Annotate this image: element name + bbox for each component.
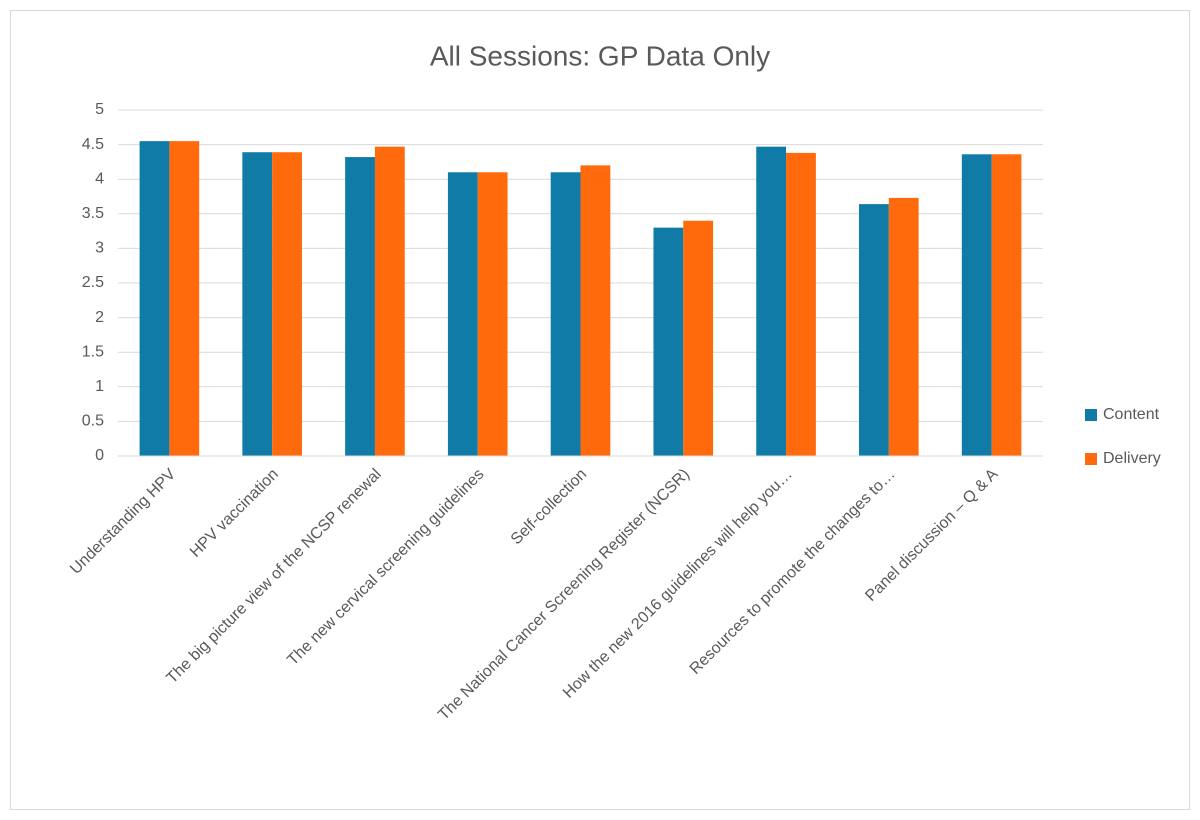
legend-label: Delivery: [1103, 450, 1161, 467]
bar: [447, 172, 478, 456]
chart-title: All Sessions: GP Data Only: [430, 40, 770, 71]
bar: [580, 165, 611, 457]
y-tick-label: 2.5: [82, 274, 104, 291]
y-tick-label: 3: [95, 240, 104, 257]
bar: [169, 141, 200, 456]
y-tick-label: 0.5: [82, 413, 104, 430]
y-tick-label: 2: [95, 309, 104, 326]
bar: [991, 154, 1022, 456]
y-tick-label: 3.5: [82, 205, 104, 222]
legend-label: Content: [1103, 406, 1160, 423]
legend-swatch: [1085, 453, 1097, 465]
bar: [242, 152, 273, 456]
bar: [756, 146, 787, 456]
bar: [653, 227, 684, 456]
bar: [139, 141, 170, 456]
y-tick-label: 4: [95, 170, 104, 187]
bar: [888, 197, 919, 456]
bar: [477, 172, 508, 456]
y-tick-label: 1.5: [82, 343, 104, 360]
bar: [374, 146, 405, 456]
bar: [345, 157, 375, 456]
y-tick-label: 4.5: [82, 136, 104, 153]
bar: [786, 152, 816, 457]
y-tick-label: 5: [95, 101, 104, 118]
legend-swatch: [1085, 409, 1097, 421]
bar: [859, 204, 889, 456]
bar: [272, 152, 302, 456]
bar: [961, 154, 992, 456]
y-tick-label: 0: [95, 447, 104, 464]
bar: [683, 220, 714, 456]
bar: [550, 172, 581, 456]
y-tick-label: 1: [95, 378, 104, 395]
